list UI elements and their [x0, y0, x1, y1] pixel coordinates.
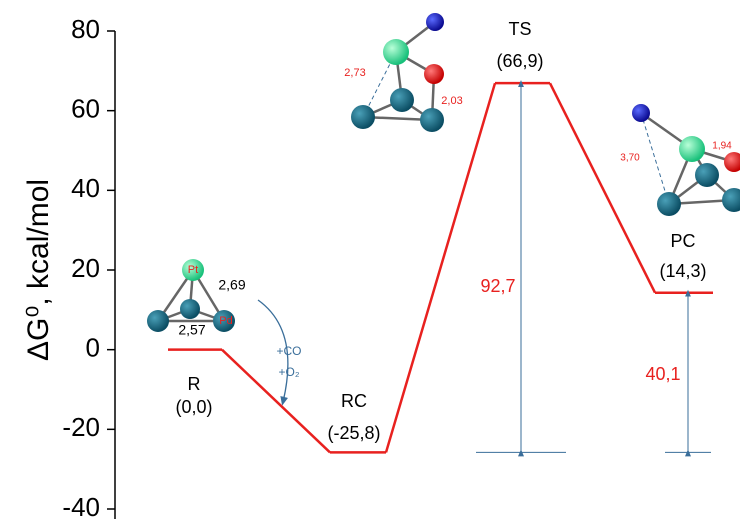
y-axis-label: ΔG⁰, kcal/mol — [22, 179, 55, 361]
y-tick-label: 80 — [71, 14, 100, 44]
annotation: Pt — [188, 264, 198, 276]
state-energy-label: (66,9) — [496, 51, 543, 71]
y-tick-label: -20 — [62, 412, 100, 442]
y-tick-label: 40 — [71, 173, 100, 203]
annotation: 2,73 — [344, 67, 365, 79]
molecule-pc — [632, 104, 740, 216]
state-energy-label: (14,3) — [659, 261, 706, 281]
annotation: 2,69 — [218, 277, 245, 293]
state-energy-label: (0,0) — [175, 397, 212, 417]
y-tick-label: 20 — [71, 253, 100, 283]
annotation: Pd — [219, 315, 232, 327]
connector — [386, 83, 495, 452]
barrier-label: 92,7 — [480, 276, 515, 296]
annotation: 2,57 — [178, 322, 205, 338]
chart: ΔG⁰, kcal/mol -40 -20 0 20 40 60 80 R (0,0) RC (-2… — [0, 0, 740, 519]
state-label: PC — [670, 231, 695, 251]
connector — [222, 350, 330, 453]
annotation: 1,94 — [712, 141, 732, 152]
annotation: +CO — [276, 344, 301, 358]
state-label: TS — [508, 19, 531, 39]
barrier-label: 40,1 — [645, 364, 680, 384]
y-tick-label: -40 — [62, 492, 100, 519]
state-label: R — [188, 374, 201, 394]
state-energy-label: (-25,8) — [327, 423, 380, 443]
y-tick-label: 0 — [86, 333, 100, 363]
state-label: RC — [341, 391, 367, 411]
y-tick-label: 60 — [71, 94, 100, 124]
annotation: +O₂ — [279, 365, 300, 379]
annotation: 2,03 — [441, 95, 462, 107]
annotation: 3,70 — [620, 153, 640, 164]
